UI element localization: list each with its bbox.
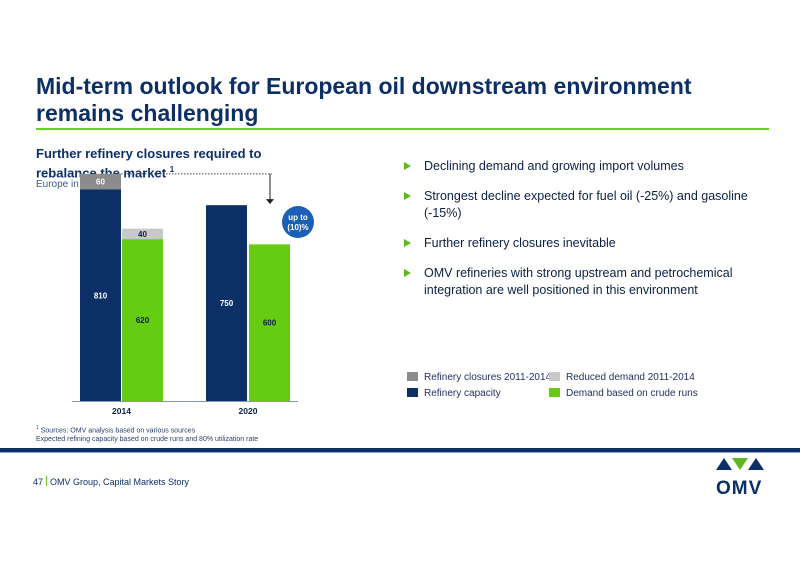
bullet-arrow-icon bbox=[404, 192, 411, 200]
chart-subtitle-footnote-mark: 1 bbox=[169, 165, 175, 174]
chart-subtitle-text: Further refinery closures required to re… bbox=[36, 146, 262, 181]
legend-item-refinery-closures: Refinery closures 2011-2014 bbox=[407, 372, 551, 383]
legend-swatch bbox=[549, 388, 560, 397]
bullet-text: Strongest decline expected for fuel oil … bbox=[424, 189, 748, 220]
footnote: 1 Sources: OMV analysis based on various… bbox=[36, 424, 258, 444]
bullet-item: Declining demand and growing import volu… bbox=[404, 158, 774, 175]
annotation-bubble bbox=[282, 206, 314, 238]
footer: 47 OMV Group, Capital Markets Story bbox=[33, 476, 189, 487]
bullet-list: Declining demand and growing import volu… bbox=[404, 158, 774, 312]
footer-separator bbox=[46, 476, 48, 486]
reduction-arrow-head bbox=[266, 199, 274, 205]
legend-label: Demand based on crude runs bbox=[566, 388, 698, 399]
bar-label-demand-2020: 600 bbox=[263, 319, 277, 328]
legend-swatch bbox=[407, 388, 418, 397]
logo-wordmark: OMV bbox=[716, 478, 763, 499]
bullet-arrow-icon bbox=[404, 269, 411, 277]
footer-divider-thin bbox=[0, 452, 800, 453]
chart-unit: Europe in mn t bbox=[36, 179, 102, 190]
page-title: Mid-term outlook for European oil downst… bbox=[36, 73, 692, 126]
legend-item-demand-crude-runs: Demand based on crude runs bbox=[549, 388, 698, 399]
footer-divider bbox=[0, 448, 800, 452]
title-divider bbox=[36, 128, 769, 130]
legend-label: Reduced demand 2011-2014 bbox=[566, 372, 695, 383]
logo-mark-center bbox=[732, 458, 748, 470]
footnote-mark: 1 bbox=[36, 425, 39, 431]
bullet-text: Further refinery closures inevitable bbox=[424, 236, 616, 250]
annotation-text-line-2: (10)% bbox=[287, 223, 308, 232]
omv-logo bbox=[716, 458, 764, 470]
bullet-arrow-icon bbox=[404, 239, 411, 247]
legend-item-refinery-capacity: Refinery capacity bbox=[407, 388, 501, 399]
chart-subtitle: Further refinery closures required to re… bbox=[36, 146, 286, 181]
bullet-text: Declining demand and growing import volu… bbox=[424, 159, 684, 173]
bar-label-demand-2014: 620 bbox=[136, 316, 150, 325]
footnote-line-1: 1 Sources: OMV analysis based on various… bbox=[36, 424, 258, 435]
legend-label: Refinery capacity bbox=[424, 388, 501, 399]
bullet-text: OMV refineries with strong upstream and … bbox=[424, 266, 733, 297]
annotation-text-line-1: up to bbox=[288, 213, 308, 222]
footnote-text-1: Sources: OMV analysis based on various s… bbox=[40, 427, 196, 435]
legend-swatch bbox=[549, 372, 560, 381]
bar-refinery-closures-2014 bbox=[80, 173, 121, 190]
footnote-line-2: Expected refining capacity based on crud… bbox=[36, 436, 259, 444]
x-tick-label-2020: 2020 bbox=[239, 406, 258, 416]
bar-label-refinery-capacity-2014: 810 bbox=[94, 291, 108, 300]
bullet-item: Strongest decline expected for fuel oil … bbox=[404, 188, 774, 222]
bar-reduced-demand-2014 bbox=[122, 228, 163, 240]
bullet-item: OMV refineries with strong upstream and … bbox=[404, 265, 774, 299]
legend-item-reduced-demand: Reduced demand 2011-2014 bbox=[549, 372, 695, 383]
logo-mark-right bbox=[748, 458, 764, 470]
footer-label: OMV Group, Capital Markets Story bbox=[50, 477, 190, 487]
bar-refinery-capacity-2020 bbox=[206, 205, 247, 401]
bar-label-refinery-capacity-2020: 750 bbox=[220, 299, 234, 308]
bar-refinery-capacity-2014 bbox=[80, 189, 121, 401]
legend-label: Refinery closures 2011-2014 bbox=[424, 372, 552, 383]
legend-swatch bbox=[407, 372, 418, 381]
logo-mark-left bbox=[716, 458, 732, 470]
bullet-arrow-icon bbox=[404, 162, 411, 170]
x-tick-label-2014: 2014 bbox=[112, 406, 131, 416]
bullet-item: Further refinery closures inevitable bbox=[404, 235, 774, 252]
bar-demand-2014 bbox=[122, 239, 163, 401]
page-number: 47 bbox=[33, 477, 44, 487]
bar-label-reduced-demand-2014: 40 bbox=[138, 230, 147, 239]
bar-label-refinery-closures-2014: 60 bbox=[96, 178, 105, 187]
bar-demand-2020 bbox=[249, 244, 290, 401]
